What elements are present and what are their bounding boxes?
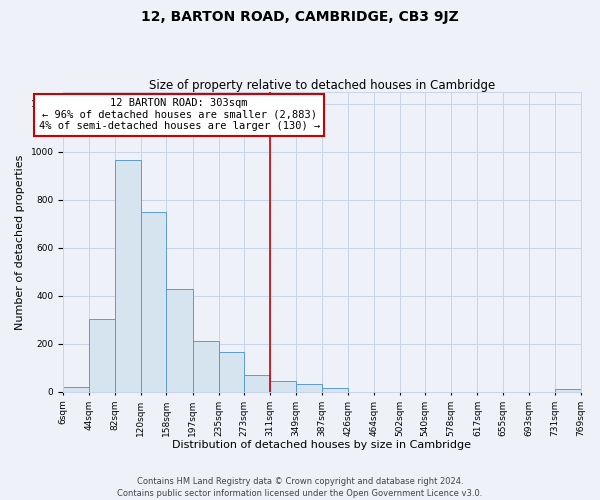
Bar (322, 388, 348, 392)
Bar (193, 340, 218, 392)
Title: Size of property relative to detached houses in Cambridge: Size of property relative to detached ho… (149, 79, 495, 92)
Bar (89, 318, 115, 392)
Text: 12 BARTON ROAD: 303sqm
← 96% of detached houses are smaller (2,883)
4% of semi-d: 12 BARTON ROAD: 303sqm ← 96% of detached… (38, 98, 320, 132)
Bar (63, 387, 89, 392)
Bar (115, 160, 140, 392)
Bar (296, 384, 322, 392)
Bar (166, 288, 193, 392)
X-axis label: Distribution of detached houses by size in Cambridge: Distribution of detached houses by size … (172, 440, 472, 450)
Bar (218, 352, 244, 392)
Y-axis label: Number of detached properties: Number of detached properties (15, 154, 25, 330)
Text: 12, BARTON ROAD, CAMBRIDGE, CB3 9JZ: 12, BARTON ROAD, CAMBRIDGE, CB3 9JZ (141, 10, 459, 24)
Bar (244, 375, 270, 392)
Bar (270, 380, 296, 392)
Bar (140, 212, 166, 392)
Bar (555, 390, 581, 392)
Text: Contains HM Land Registry data © Crown copyright and database right 2024.
Contai: Contains HM Land Registry data © Crown c… (118, 476, 482, 498)
